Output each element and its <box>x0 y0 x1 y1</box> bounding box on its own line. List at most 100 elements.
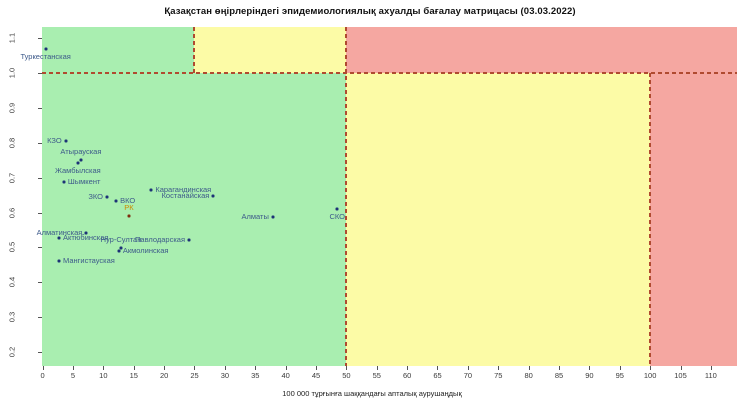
data-point-label: ВКО <box>120 196 136 206</box>
x-tick <box>498 366 500 370</box>
x-tick-label: 35 <box>251 371 260 380</box>
data-point-label: Павлодарская <box>135 235 186 245</box>
x-tick-label: 80 <box>524 371 533 380</box>
zone-yellow-lower <box>346 73 651 366</box>
zone-green-lower <box>42 73 347 366</box>
x-axis-label: 100 000 тұрғынға шаққандағы апталық ауру… <box>282 389 462 398</box>
x-tick-label: 15 <box>129 371 138 380</box>
x-tick-label: 90 <box>585 371 594 380</box>
x-tick-label: 105 <box>674 371 687 380</box>
y-tick-label: 0.7 <box>7 172 17 183</box>
x-tick-label: 25 <box>190 371 199 380</box>
data-point-label: ЗКО <box>88 191 103 201</box>
x-tick <box>589 366 591 370</box>
y-tick <box>38 282 42 284</box>
data-point-label: КЗО <box>47 136 62 146</box>
x-tick-label: 60 <box>402 371 412 380</box>
x-tick-label: 100 <box>643 371 657 380</box>
x-tick-label: 75 <box>494 371 503 380</box>
data-point-label: Алматы <box>241 212 269 222</box>
data-point-marker <box>187 238 191 242</box>
y-tick-label: 0.5 <box>7 242 17 253</box>
x-tick <box>194 366 196 370</box>
x-tick <box>285 366 287 370</box>
data-point-label: Карагандинская <box>155 184 212 194</box>
zone-red-upper <box>346 27 737 74</box>
x-tick-label: 10 <box>99 371 108 380</box>
data-point-marker <box>335 207 339 211</box>
x-tick <box>467 366 469 370</box>
y-tick-label: 0.6 <box>7 207 17 218</box>
x-tick <box>164 366 166 370</box>
y-tick-label: 0.2 <box>7 346 17 358</box>
x-tick <box>650 366 652 370</box>
y-tick <box>38 352 42 354</box>
data-point-marker <box>44 47 48 51</box>
y-tick <box>38 107 42 109</box>
data-point-marker <box>149 188 153 192</box>
x-tick <box>103 366 105 370</box>
data-point-marker <box>114 199 118 203</box>
x-tick-label: 40 <box>281 371 290 380</box>
y-tick-label: 0.3 <box>7 311 17 323</box>
data-point-label: Мангистауская <box>63 256 115 266</box>
x-tick <box>376 366 378 370</box>
plot-area: Туркестанская КЗО Атырауская Жамбылская Шымк… <box>20 27 737 366</box>
threshold-line-horizontal <box>42 72 737 75</box>
y-tick-label: 0.9 <box>7 102 17 114</box>
data-point-label: Алматинская <box>36 227 83 237</box>
zone-green-upper <box>42 27 195 74</box>
data-point-marker <box>211 194 215 198</box>
x-tick <box>528 366 530 370</box>
y-tick <box>38 317 42 319</box>
threshold-line-vertical-50 <box>345 27 348 366</box>
x-tick-label: 30 <box>220 371 230 380</box>
x-tick-label: 5 <box>70 371 76 380</box>
data-point-marker <box>117 249 121 253</box>
x-tick <box>133 366 135 370</box>
y-tick <box>38 247 42 249</box>
y-tick-label: 0.8 <box>7 137 17 148</box>
y-tick <box>38 177 42 179</box>
x-tick-label: 95 <box>615 371 624 380</box>
x-tick <box>680 366 682 370</box>
x-tick-label: 55 <box>372 371 381 380</box>
x-tick <box>72 366 74 370</box>
y-tick <box>38 142 42 144</box>
data-point-marker <box>57 236 61 240</box>
x-tick <box>315 366 317 370</box>
data-point-label: Нур-Султан <box>100 235 142 245</box>
x-tick <box>710 366 712 370</box>
data-point-marker <box>79 158 83 162</box>
x-tick <box>346 366 348 370</box>
data-point-label: СКО <box>329 212 346 222</box>
data-point-label: Актюбинская <box>63 233 109 243</box>
x-tick <box>42 366 44 370</box>
x-tick <box>407 366 409 370</box>
x-tick <box>255 366 257 370</box>
data-point-label: Атырауская <box>60 147 102 157</box>
threshold-line-vertical-25-upper <box>193 27 196 74</box>
x-tick-label: 50 <box>342 371 351 380</box>
data-point-label: РК <box>124 202 134 212</box>
x-tick <box>437 366 439 370</box>
x-tick-label: 0 <box>40 371 45 380</box>
x-tick <box>619 366 621 370</box>
x-tick <box>558 366 560 370</box>
data-point-label: Туркестанская <box>20 52 71 62</box>
x-tick <box>224 366 226 370</box>
chart-title: Қазақстан өңірлеріндегі эпидемиологиялық… <box>164 6 576 17</box>
data-point-label: Шымкент <box>67 177 101 187</box>
data-point-label: Акмолинская <box>122 245 169 255</box>
data-point-marker <box>76 161 80 165</box>
y-tick-label: 1.1 <box>7 32 17 44</box>
zone-yellow-upper <box>194 27 347 74</box>
y-tick <box>38 212 42 214</box>
data-point-marker <box>84 231 88 235</box>
x-tick-label: 45 <box>311 371 321 380</box>
x-tick-label: 70 <box>463 371 473 380</box>
y-tick-label: 0.4 <box>7 277 17 288</box>
x-tick-label: 20 <box>159 371 169 380</box>
data-point-marker <box>105 195 109 199</box>
